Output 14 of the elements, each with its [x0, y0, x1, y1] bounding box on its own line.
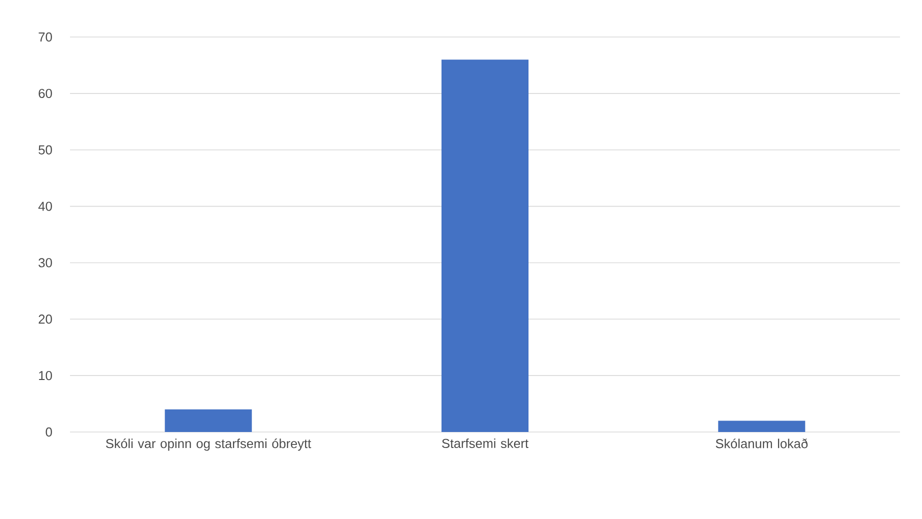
x-tick-label: Skólanum lokað: [716, 438, 808, 448]
y-tick-label: 70: [38, 32, 52, 42]
x-tick-label: Skóli var opinn og starfsemi óbreytt: [106, 438, 312, 451]
bar: [442, 60, 529, 432]
y-tick-label: 10: [39, 370, 52, 380]
y-tick-label: 40: [38, 202, 52, 211]
y-tick-label: 20: [38, 314, 52, 324]
x-tick-label: Starfsemi skert: [442, 438, 528, 448]
y-tick-label: 0: [46, 427, 52, 437]
bar: [718, 420, 806, 432]
y-tick-label: 60: [38, 88, 52, 98]
y-tick-label: 30: [38, 258, 52, 268]
bar: [164, 409, 252, 432]
y-tick-label: 50: [38, 145, 52, 154]
